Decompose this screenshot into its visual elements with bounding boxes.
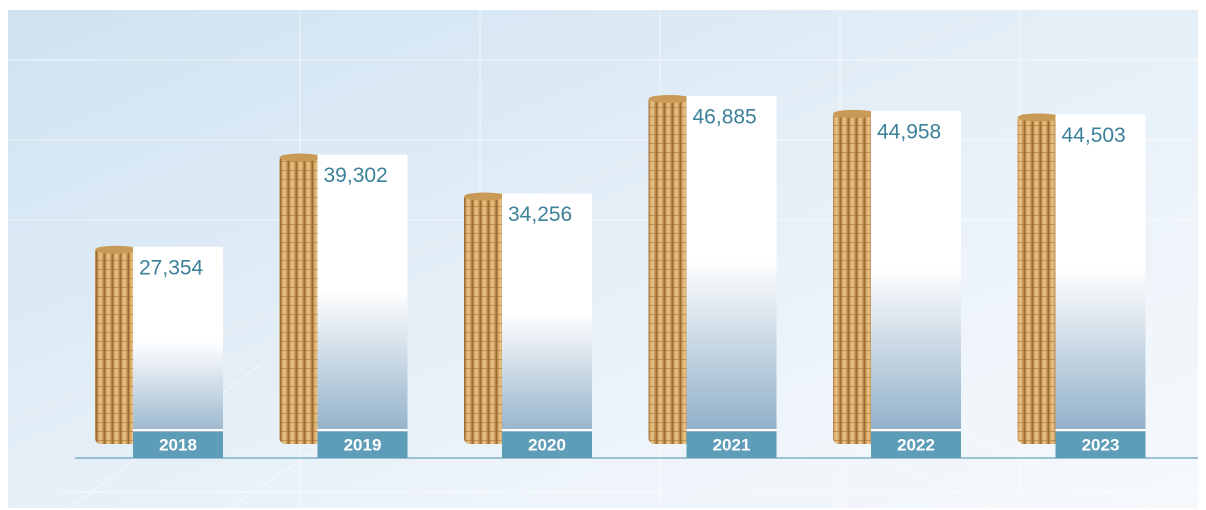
panel: [686, 96, 777, 458]
panel: [502, 193, 592, 458]
coin-top: [1017, 113, 1060, 122]
value-label: 44,503: [1062, 124, 1126, 147]
year-box: [317, 432, 408, 458]
coin-stack: [833, 110, 875, 444]
bars: 27,354 2018 39,302 2019 34,256 2020 46,885 2021…: [95, 95, 1146, 458]
x-tick-label: 2019: [344, 435, 382, 454]
x-tick-label: 2018: [159, 435, 197, 454]
x-tick-label: 2022: [897, 435, 935, 454]
coin-stack: [648, 96, 691, 444]
coin-top: [648, 95, 691, 103]
value-label: 46,885: [693, 106, 757, 129]
panel: [133, 246, 223, 458]
year-box: [502, 432, 592, 458]
coin-stack: [95, 246, 137, 444]
panel: [317, 154, 408, 458]
coin-top: [95, 245, 137, 254]
panel: [1055, 114, 1146, 458]
x-tick-label: 2021: [713, 435, 751, 454]
coin-stack: [279, 154, 322, 444]
coin-stack: [464, 193, 506, 444]
coin-top: [833, 109, 875, 118]
panel: [871, 110, 961, 458]
x-tick-label: 2020: [528, 435, 566, 454]
year-box: [133, 432, 223, 458]
x-tick-label: 2023: [1082, 435, 1120, 454]
value-label: 44,958: [877, 120, 941, 143]
coin-top: [279, 153, 322, 162]
year-box: [1055, 432, 1146, 458]
value-label: 39,302: [324, 164, 388, 187]
year-box: [686, 432, 777, 458]
value-label: 27,354: [139, 256, 204, 279]
coin-stack: [1017, 114, 1060, 444]
year-box: [871, 432, 961, 458]
value-label: 34,256: [508, 203, 572, 226]
coin-top: [464, 192, 506, 201]
